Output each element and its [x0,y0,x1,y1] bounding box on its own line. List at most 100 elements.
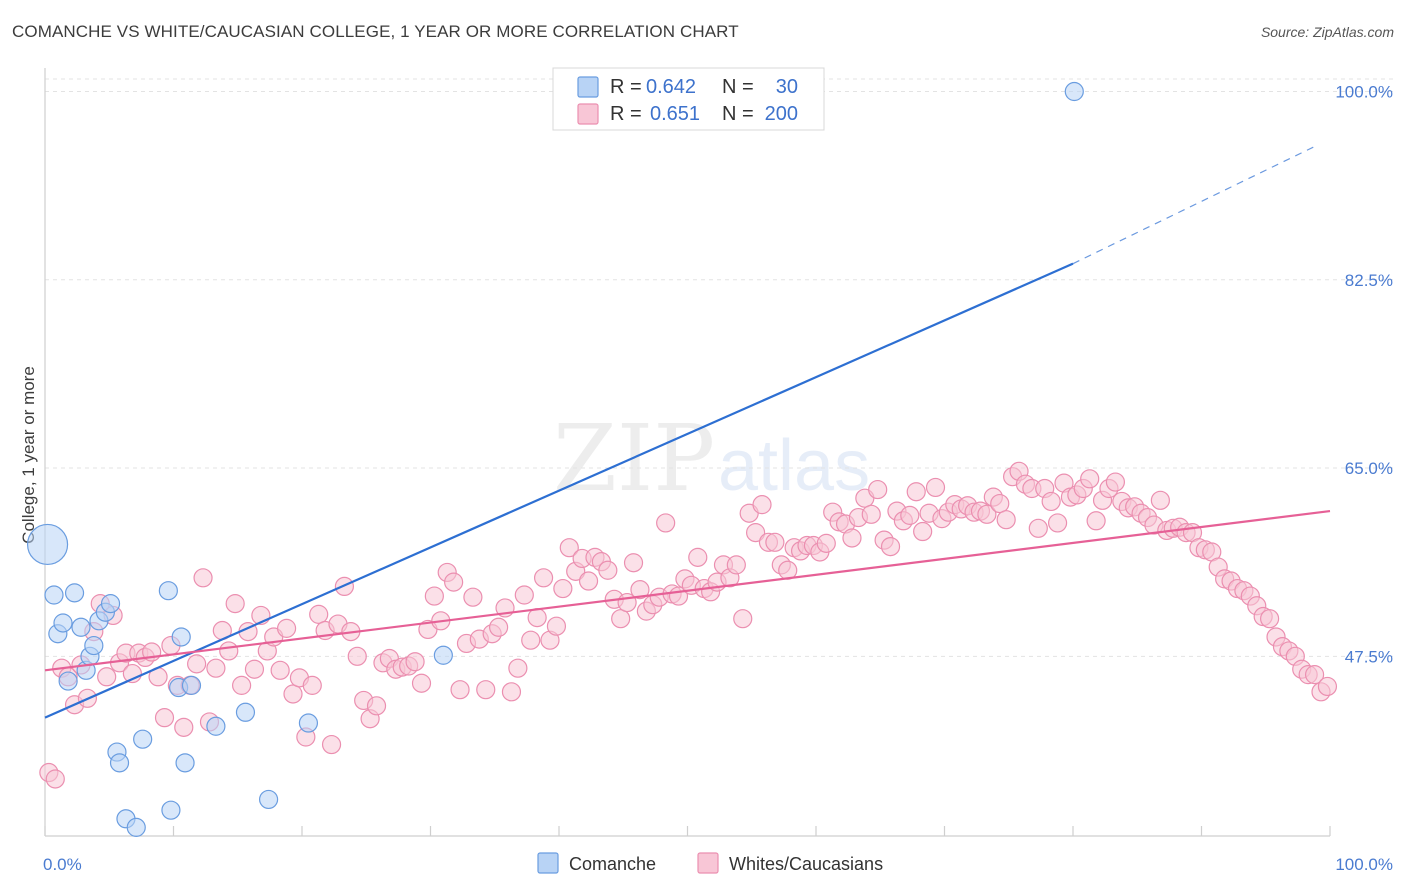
whites-point [154,708,175,728]
y-tick-labels: 47.5% 65.0% 82.5% 100.0% [1335,83,1393,667]
y-tick-label: 82.5% [1345,271,1393,290]
whites-point [232,675,252,695]
comanche-point [206,716,226,736]
whites-point [187,654,207,674]
whites-point [880,536,901,557]
whites-trend-line [44,510,1331,672]
whites-point [463,587,483,607]
y-tick-label: 65.0% [1345,459,1393,478]
comanche-point [258,789,279,810]
whites-point [746,523,766,543]
whites-point [309,604,329,624]
whites-point [906,482,926,502]
legend: R = 0.642 N = 30 R = 0.651 N = 200 [552,67,825,131]
comanche-point [175,753,195,773]
comanche-trend-extension [1072,144,1318,265]
whites-point [533,568,554,588]
whites-point [508,658,528,678]
whites-point [868,479,888,500]
chart-title: COMANCHE VS WHITE/CAUCASIAN COLLEGE, 1 Y… [12,22,739,41]
whites-point [1260,609,1280,629]
whites-point [405,652,425,672]
comanche-point [1064,81,1084,102]
legend-swatch-comanche [577,76,599,98]
whites-point [476,680,496,700]
whites-point [193,568,213,588]
whites-point [174,717,194,737]
legend-n-value-whites: 200 [765,103,798,125]
whites-point [990,493,1010,514]
whites-point [996,510,1016,530]
whites-point [861,504,881,524]
whites-point [623,553,644,573]
whites-point [527,608,547,628]
whites-point [816,533,836,553]
whites-point [444,572,464,592]
comanche-point [26,523,69,566]
whites-point [1150,490,1170,510]
whites-point [1041,491,1061,512]
whites-point [521,630,541,650]
whites-point [925,477,946,498]
x-tick-label-min: 0.0% [43,855,82,874]
whites-point [411,673,432,693]
comanche-point [161,800,181,820]
watermark: ZIP atlas [553,405,870,512]
whites-point [1105,472,1126,492]
y-tick-label: 100.0% [1335,83,1393,102]
comanche-point [433,645,453,665]
bottom-legend-swatch-comanche [537,852,559,874]
bottom-legend: Comanche Whites/Caucasians [537,852,883,874]
whites-point [321,734,342,755]
whites-point [206,658,226,678]
comanche-point [64,583,85,603]
whites-point [913,521,933,542]
whites-point [752,495,772,515]
comanche-point [158,581,178,601]
whites-point [842,528,862,548]
comanche-point [58,671,78,691]
whites-point [450,680,470,700]
whites-point [630,580,650,600]
comanche-point [235,702,256,722]
legend-r-label-whites: R = [610,103,642,125]
bottom-legend-label-comanche: Comanche [569,854,656,874]
whites-point [553,578,573,599]
comanche-point [71,617,91,637]
watermark-atlas: atlas [718,426,870,506]
comanche-point [133,729,153,749]
comanche-point [126,817,146,837]
whites-point [225,594,245,614]
whites-point [765,532,785,552]
whites-point [656,513,676,533]
whites-point [578,571,599,591]
source-label: Source: ZipAtlas.com [1260,24,1394,40]
whites-point [559,538,579,558]
comanche-trend-line [44,262,1074,719]
whites-point [1317,676,1338,697]
legend-n-label-comanche: N = [722,76,754,98]
whites-point [489,617,509,637]
axes [44,68,1331,837]
whites-point [366,696,387,716]
whites-point [688,547,708,567]
comanche-point [100,594,121,614]
whites-point [302,675,322,695]
whites-point [514,585,534,605]
whites-point [733,609,753,629]
legend-n-label-whites: N = [722,103,754,125]
comanche-point [44,585,64,605]
comanche-point [171,627,191,647]
whites-point [1047,513,1068,533]
whites-point [283,684,303,704]
whites-point [1028,518,1048,538]
y-axis-label: College, 1 year or more [19,366,38,544]
comanche-point [84,635,104,656]
whites-point [546,616,567,636]
legend-r-label-comanche: R = [610,76,642,98]
whites-point [219,641,239,661]
whites-point [977,504,997,524]
bottom-legend-swatch-whites [697,852,719,874]
legend-swatch-whites [577,103,599,125]
